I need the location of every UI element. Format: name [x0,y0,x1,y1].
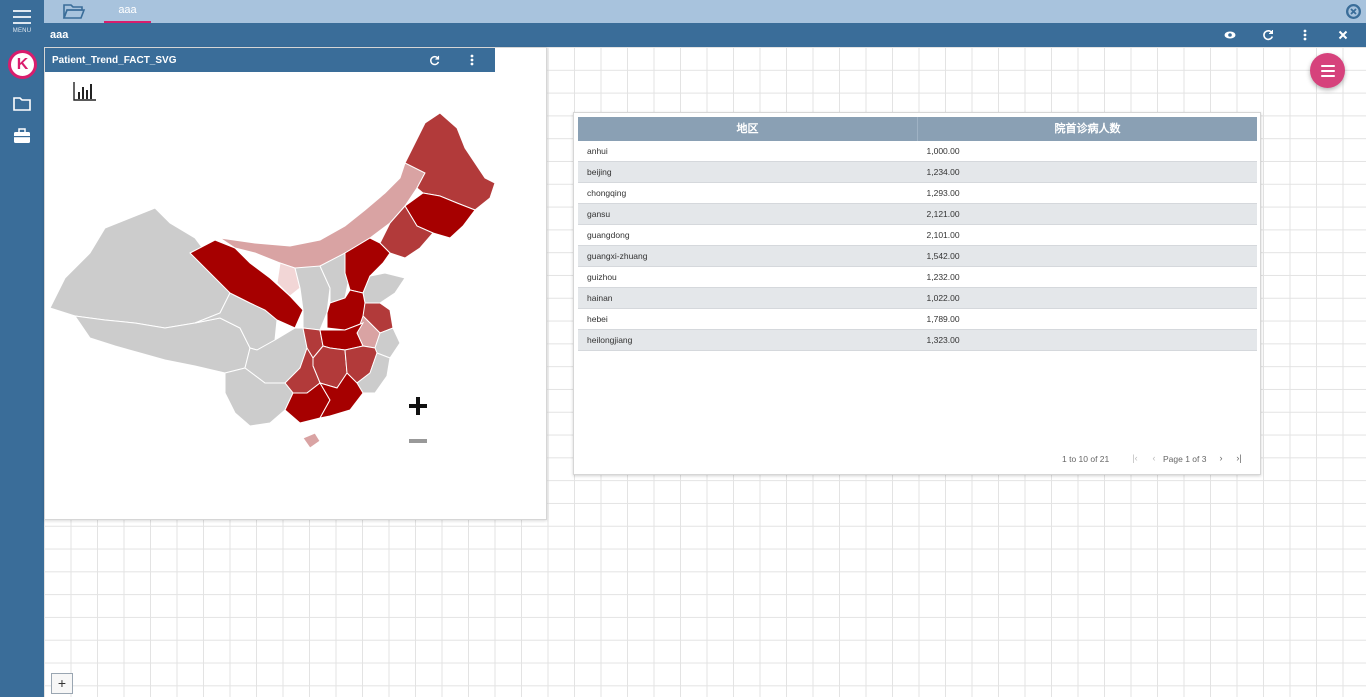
briefcase-icon[interactable] [12,127,32,145]
tab-bar: aaa [44,0,1366,23]
zoom-out-button[interactable] [407,435,429,447]
dashboard-header: aaa [44,23,1366,47]
column-header-region[interactable]: 地区 [578,117,918,141]
table-widget: 地区 院首诊病人数 anhui 1,000.00 beijing 1,234.00 … [573,112,1261,475]
region-heilongjiang [404,112,496,211]
bar-chart-icon[interactable] [72,80,98,102]
table-row[interactable]: hebei 1,789.00 [578,309,1257,330]
left-sidebar: MENU K [0,0,44,697]
close-button[interactable] [1335,27,1351,43]
menu-button[interactable]: MENU [8,10,36,38]
refresh-icon [1263,30,1274,41]
table-row[interactable]: gansu 2,121.00 [578,204,1257,225]
table-row[interactable]: chongqing 1,293.00 [578,183,1257,204]
close-circle-icon[interactable] [1345,3,1362,20]
region-guangdong [318,372,364,419]
last-page-icon[interactable]: ›| [1236,453,1242,463]
map-widget-header: Patient_Trend_FACT_SVG [45,48,495,72]
first-page-icon[interactable]: |‹ [1132,453,1138,463]
next-page-icon[interactable]: › [1219,453,1223,463]
vertical-dots-icon [470,54,474,66]
eye-icon [1224,31,1236,39]
add-widget-button[interactable]: + [51,673,73,694]
map-more-button[interactable] [464,52,480,68]
vertical-dots-icon [1303,29,1307,41]
refresh-button[interactable] [1260,27,1276,43]
menu-label: MENU [12,28,32,34]
table-row[interactable]: anhui 1,000.00 [578,141,1257,162]
table-row[interactable]: guangdong 2,101.00 [578,225,1257,246]
tab-aaa[interactable]: aaa [104,0,151,23]
refresh-icon [429,55,439,65]
region-hebei [344,237,391,294]
table-row[interactable]: hainan 1,022.00 [578,288,1257,309]
prev-page-icon[interactable]: ‹ [1152,453,1156,463]
table-row[interactable]: beijing 1,234.00 [578,162,1257,183]
floating-menu-button[interactable] [1310,53,1345,88]
view-button[interactable] [1222,27,1238,43]
pagination-bar: 1 to 10 of 21 |‹ ‹ Page 1 of 3 › ›| [574,453,1260,467]
zoom-in-button[interactable] [407,395,429,417]
close-icon [1338,30,1348,40]
folder-icon[interactable] [12,94,32,112]
region-xinjiang [49,207,231,329]
table-row[interactable]: guizhou 1,232.00 [578,267,1257,288]
pagination-summary: 1 to 10 of 21 [1062,454,1110,464]
table-row[interactable]: heilongjiang 1,323.00 [578,330,1257,351]
table-header: 地区 院首诊病人数 [578,117,1257,141]
region-ningxia [276,262,301,297]
region-hainan [302,432,321,449]
table-body: anhui 1,000.00 beijing 1,234.00 chongqing 1… [578,141,1257,351]
map-widget: Patient_Trend_FACT_SVG [44,47,547,520]
china-choropleth-map [49,112,496,449]
map-refresh-button[interactable] [426,52,442,68]
map-widget-title: Patient_Trend_FACT_SVG [52,55,177,66]
table-row[interactable]: guangxi-zhuang 1,542.00 [578,246,1257,267]
more-button[interactable] [1297,27,1313,43]
column-header-patients[interactable]: 院首诊病人数 [1054,123,1121,135]
hamburger-icon [1320,64,1335,77]
hamburger-icon [13,10,31,12]
region-qinghai [194,292,278,351]
dashboard-title: aaa [50,29,69,41]
app-logo: K [8,50,37,79]
page-indicator: Page 1 of 3 [1163,454,1207,464]
open-folder-icon[interactable] [62,2,86,20]
region-shandong [362,272,406,304]
